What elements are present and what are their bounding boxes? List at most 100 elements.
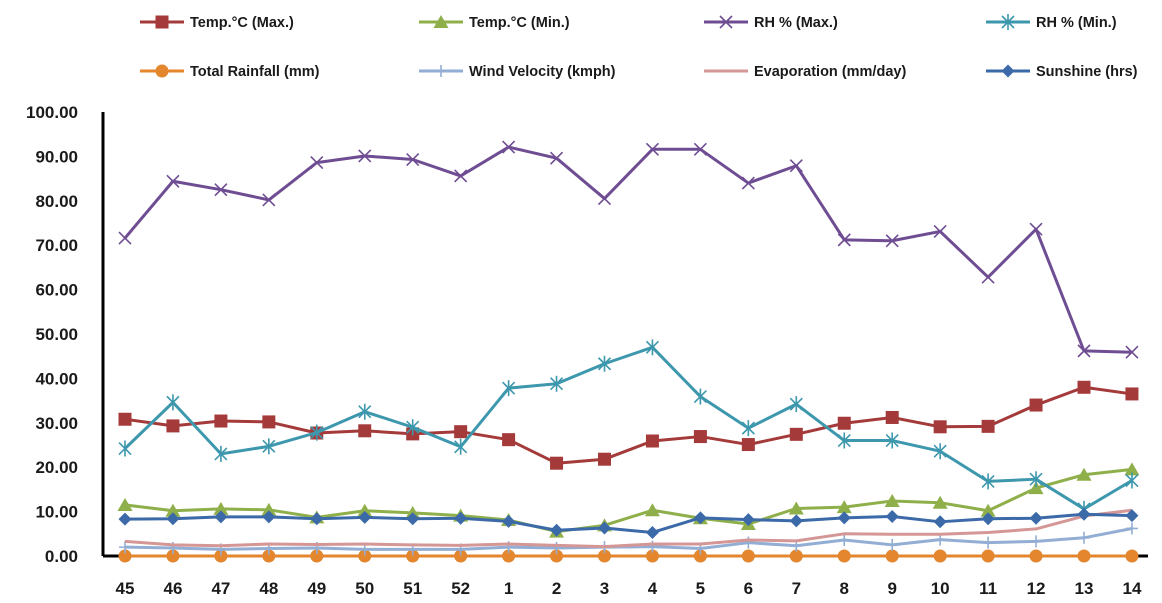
data-point xyxy=(741,438,755,452)
data-point xyxy=(837,432,851,449)
data-point xyxy=(358,510,372,524)
data-point xyxy=(741,420,755,437)
data-point xyxy=(981,473,995,490)
data-point xyxy=(261,502,277,516)
data-point xyxy=(1029,398,1043,412)
y-tick-label: 90.00 xyxy=(35,147,78,166)
series-line xyxy=(124,512,1132,534)
data-point xyxy=(358,549,372,563)
data-point xyxy=(166,549,180,563)
y-tick-label: 50.00 xyxy=(35,325,78,344)
data-point xyxy=(597,355,612,372)
data-point xyxy=(789,427,803,441)
data-point xyxy=(693,511,707,525)
data-point xyxy=(741,176,755,190)
y-tick-label: 30.00 xyxy=(35,414,78,433)
y-tick-label: 100.00 xyxy=(26,103,78,122)
data-point xyxy=(1125,522,1138,535)
data-point xyxy=(502,549,516,563)
data-point xyxy=(886,538,899,551)
data-point xyxy=(1125,472,1139,489)
data-point xyxy=(310,156,324,170)
data-point xyxy=(406,512,420,526)
data-point xyxy=(502,140,516,154)
data-point xyxy=(981,512,995,526)
data-point xyxy=(645,339,660,356)
x-tick-label: 51 xyxy=(403,579,422,598)
data-point xyxy=(1124,462,1140,476)
legend-swatch-marker xyxy=(1001,14,1015,30)
data-point xyxy=(1030,535,1043,548)
data-point xyxy=(118,512,132,526)
data-point xyxy=(262,438,276,455)
y-tick-label: 0.00 xyxy=(45,547,78,566)
x-tick-label: 14 xyxy=(1122,579,1141,598)
data-point xyxy=(933,224,947,239)
legend-swatch-marker xyxy=(1001,64,1015,78)
y-tick-label: 10.00 xyxy=(35,503,78,522)
data-point xyxy=(214,549,228,563)
data-point xyxy=(166,394,180,411)
data-point xyxy=(310,549,324,563)
data-point xyxy=(1029,471,1043,488)
data-point xyxy=(262,549,276,563)
data-point xyxy=(789,396,803,413)
data-point xyxy=(1125,549,1139,563)
data-point xyxy=(406,152,420,167)
data-point xyxy=(645,525,659,539)
data-point xyxy=(885,509,899,523)
x-tick-label: 3 xyxy=(600,579,609,598)
data-point xyxy=(646,540,659,553)
data-point xyxy=(933,443,947,460)
legend-item-sunshine-hrs: Sunshine (hrs) xyxy=(986,64,1138,80)
legend-swatch-marker xyxy=(155,64,169,78)
data-point xyxy=(885,549,899,563)
legend-item-total-rainfall-mm: Total Rainfall (mm) xyxy=(140,64,320,80)
series-line xyxy=(124,508,1133,549)
x-tick-label: 47 xyxy=(211,579,230,598)
data-point xyxy=(982,536,995,549)
x-tick-label: 5 xyxy=(696,579,705,598)
data-point xyxy=(358,424,372,438)
legend-label: Temp.°C (Min.) xyxy=(469,15,570,31)
data-point xyxy=(550,549,564,563)
data-point xyxy=(837,416,851,430)
data-point xyxy=(789,549,803,563)
y-tick-label: 20.00 xyxy=(35,458,78,477)
y-tick-label: 70.00 xyxy=(35,236,78,255)
series-temp-c-min xyxy=(117,462,1140,538)
data-point xyxy=(598,549,611,563)
data-point xyxy=(166,174,180,188)
data-point xyxy=(166,419,180,433)
data-point xyxy=(1029,549,1043,563)
series-rh-max xyxy=(118,140,1139,359)
data-point xyxy=(1077,549,1091,563)
series-line xyxy=(124,467,1133,534)
data-point xyxy=(981,549,995,563)
data-point xyxy=(741,549,755,563)
data-point xyxy=(454,549,468,563)
data-point xyxy=(262,510,276,524)
x-tick-label: 4 xyxy=(648,579,658,598)
x-tick-label: 48 xyxy=(259,579,278,598)
data-point xyxy=(550,523,564,537)
data-point xyxy=(788,501,804,515)
series-layer xyxy=(117,140,1140,563)
legend-label: Wind Velocity (kmph) xyxy=(469,64,616,80)
x-tick-label: 13 xyxy=(1075,579,1094,598)
data-point xyxy=(1078,531,1090,544)
legend: Temp.°C (Max.) Temp.°C (Min.) RH % (Max.) R… xyxy=(140,14,1138,80)
y-tick-label: 40.00 xyxy=(35,369,78,388)
data-point xyxy=(118,412,132,426)
data-point xyxy=(741,513,755,527)
data-point xyxy=(118,549,132,563)
series-total-rainfall-mm xyxy=(118,549,1139,563)
data-point xyxy=(933,420,947,434)
legend-swatch-marker xyxy=(435,65,447,77)
data-point xyxy=(118,231,132,245)
data-point xyxy=(1125,345,1139,359)
y-tick-label: 80.00 xyxy=(35,192,78,211)
data-point xyxy=(789,159,803,173)
x-tick-label: 1 xyxy=(504,579,513,598)
data-point xyxy=(885,234,899,248)
